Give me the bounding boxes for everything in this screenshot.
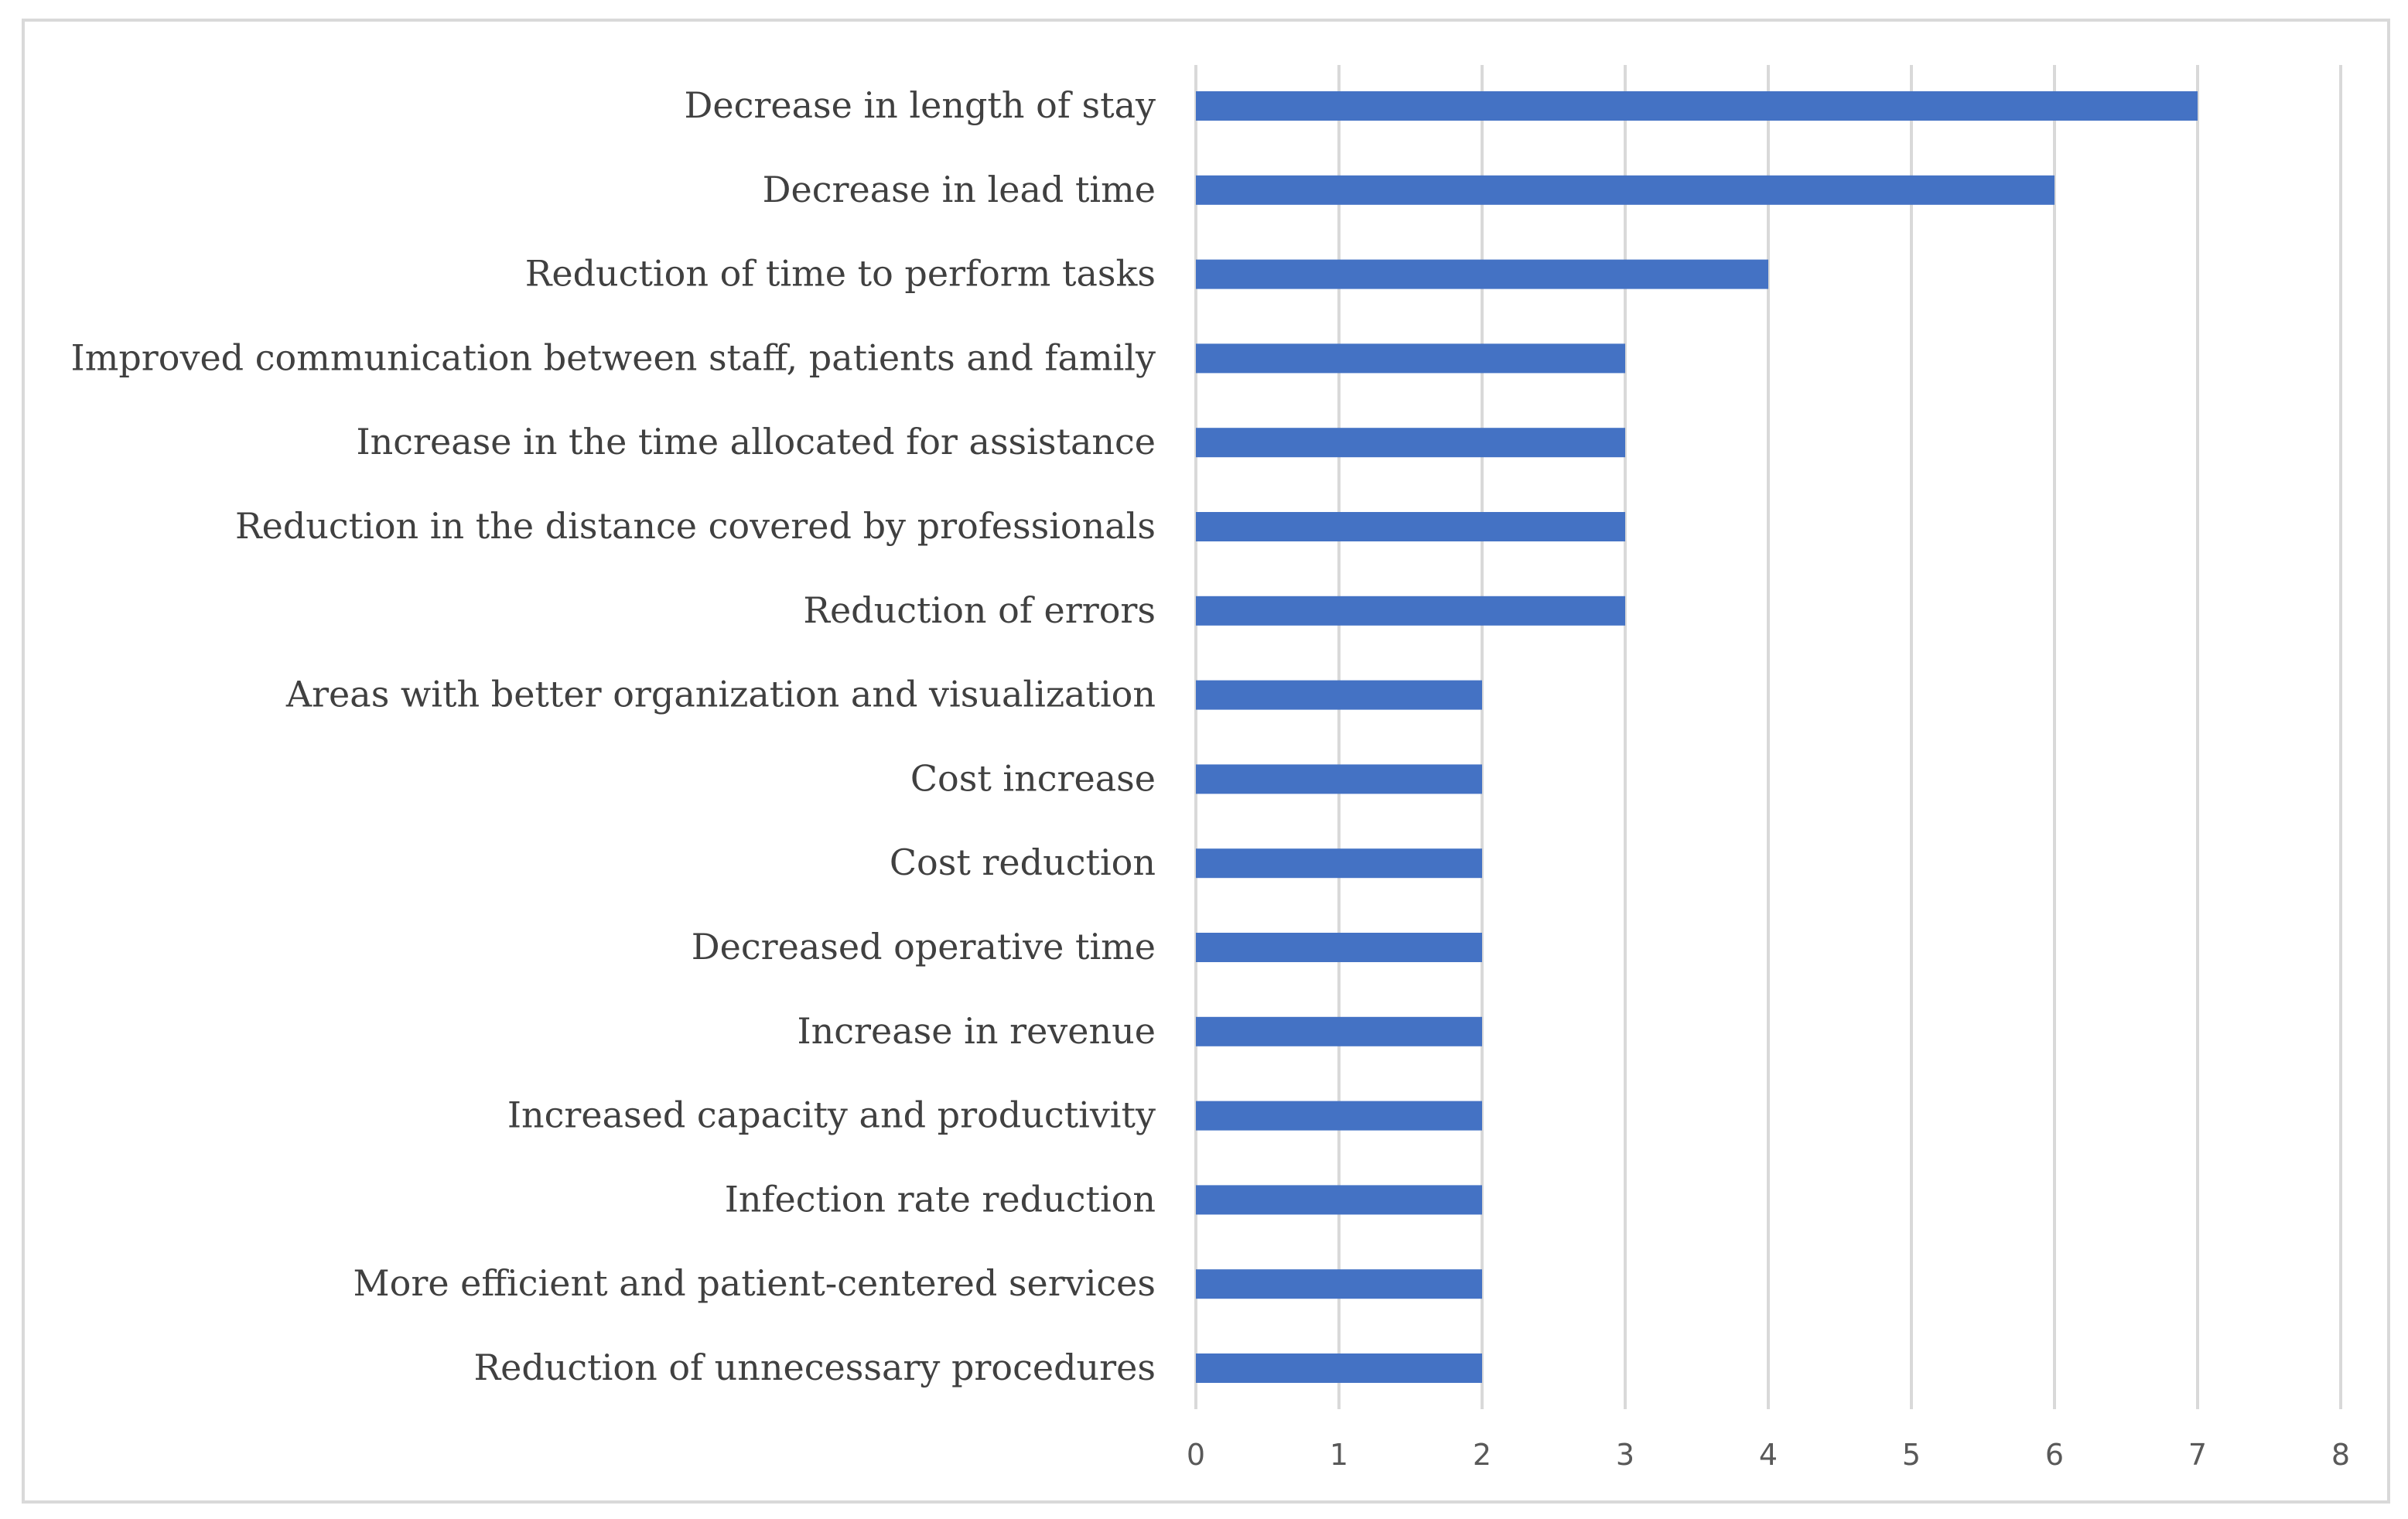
x-tick-label: 2 bbox=[1473, 1438, 1491, 1472]
x-tick-label: 1 bbox=[1330, 1438, 1348, 1472]
category-label: Reduction in the distance covered by pro… bbox=[235, 505, 1156, 547]
bar bbox=[1196, 512, 1625, 541]
bar bbox=[1196, 1016, 1482, 1046]
category-label: Decrease in lead time bbox=[763, 169, 1156, 210]
bar bbox=[1196, 764, 1482, 794]
category-label: Increase in revenue bbox=[797, 1010, 1156, 1052]
x-tick-label: 0 bbox=[1187, 1438, 1205, 1472]
x-tick-label: 3 bbox=[1616, 1438, 1634, 1472]
bar bbox=[1196, 1353, 1482, 1383]
category-label: Decrease in length of stay bbox=[685, 84, 1156, 126]
bar bbox=[1196, 1185, 1482, 1215]
category-label: Reduction of time to perform tasks bbox=[525, 253, 1156, 295]
x-axis-ticks: 0 1 2 3 4 5 6 7 8 bbox=[1187, 1438, 2350, 1472]
bar bbox=[1196, 91, 2198, 121]
bar bbox=[1196, 175, 2054, 205]
bar bbox=[1196, 343, 1625, 374]
category-label: More efficient and patient-centered serv… bbox=[354, 1262, 1156, 1304]
bar bbox=[1196, 1269, 1482, 1299]
x-tick-label: 7 bbox=[2188, 1438, 2207, 1472]
bar bbox=[1196, 596, 1625, 626]
bar bbox=[1196, 933, 1482, 962]
gridlines bbox=[1194, 65, 2342, 1409]
category-label: Decreased operative time bbox=[692, 926, 1156, 968]
bars bbox=[1196, 91, 2198, 1383]
bar bbox=[1196, 848, 1482, 879]
category-label: Areas with better organization and visua… bbox=[285, 674, 1156, 715]
category-labels: Decrease in length of stay Decrease in le… bbox=[71, 84, 1156, 1388]
category-label: Increase in the time allocated for assis… bbox=[356, 421, 1156, 463]
category-label: Improved communication between staff, pa… bbox=[71, 336, 1156, 378]
category-label: Cost reduction bbox=[890, 841, 1156, 883]
x-tick-label: 6 bbox=[2045, 1438, 2064, 1472]
category-label: Reduction of unnecessary procedures bbox=[473, 1347, 1156, 1388]
category-label: Infection rate reduction bbox=[725, 1178, 1156, 1220]
bar bbox=[1196, 259, 1768, 289]
category-label: Increased capacity and productivity bbox=[507, 1094, 1156, 1136]
x-tick-label: 5 bbox=[1902, 1438, 1921, 1472]
category-label: Cost increase bbox=[910, 757, 1156, 799]
x-tick-label: 4 bbox=[1759, 1438, 1778, 1472]
x-tick-label: 8 bbox=[2331, 1438, 2350, 1472]
bar bbox=[1196, 1101, 1482, 1131]
bar bbox=[1196, 428, 1625, 458]
category-label: Reduction of errors bbox=[803, 589, 1156, 631]
bar bbox=[1196, 680, 1482, 710]
